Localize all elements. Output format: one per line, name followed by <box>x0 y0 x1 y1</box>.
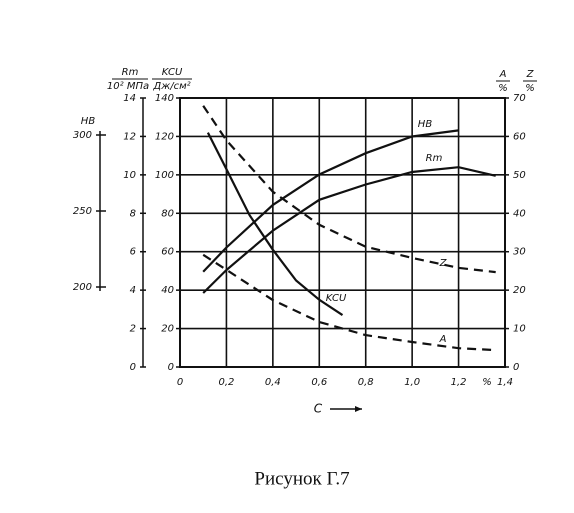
y-tick-label: 6 <box>130 247 136 258</box>
series-line <box>202 129 459 273</box>
series-line <box>202 166 496 294</box>
y-tick-label: 60 <box>161 247 174 258</box>
y-tick-label: 70 <box>513 93 526 104</box>
y-tick-label: 0 <box>513 362 519 373</box>
series-label: Z <box>439 258 448 269</box>
series-label: HB <box>418 119 433 130</box>
x-unit: % <box>482 377 492 388</box>
y-tick-label: 20 <box>161 324 174 335</box>
axis-unit: % <box>525 83 535 94</box>
y-tick-label: 120 <box>155 131 174 142</box>
axis-unit: % <box>498 83 508 94</box>
arrow-head <box>355 406 362 412</box>
x-tick-label: 0,2 <box>218 377 234 388</box>
y-tick-label: 4 <box>130 285 136 296</box>
y-tick-label: 140 <box>155 93 174 104</box>
y-tick-label: 40 <box>513 208 526 219</box>
axis-unit: Дж/см² <box>152 81 190 92</box>
y-tick-label: 20 <box>513 285 526 296</box>
axis-unit: 10² МПа <box>107 81 149 92</box>
x-tick-label: 0,6 <box>311 377 327 388</box>
series-label: KCU <box>326 293 347 304</box>
y-tick-label: 12 <box>123 131 136 142</box>
series-label: Rm <box>426 153 443 164</box>
axis-title: Z <box>526 69 535 80</box>
y-tick-label: 250 <box>73 206 92 217</box>
y-tick-label: 14 <box>123 93 136 104</box>
axis-title: KCU <box>162 67 183 78</box>
y-tick-label: 50 <box>513 170 526 181</box>
axis-title: Rm <box>122 67 139 78</box>
x-tick-label: 0,8 <box>358 377 374 388</box>
axis-title: A <box>499 69 507 80</box>
y-tick-label: 0 <box>168 362 174 373</box>
plot-frame <box>179 97 506 368</box>
y-tick-label: 10 <box>123 170 136 181</box>
caption: Рисунок Г.7 <box>254 468 349 489</box>
x-tick-label: 0 <box>177 377 183 388</box>
y-tick-label: 0 <box>130 362 136 373</box>
y-tick-label: 60 <box>513 131 526 142</box>
y-tick-label: 30 <box>513 247 526 258</box>
x-axis-label: C <box>314 402 323 416</box>
series-label: A <box>439 334 447 345</box>
y-tick-label: 40 <box>161 285 174 296</box>
x-tick-label: 1,2 <box>451 377 467 388</box>
x-tick-label: 1,4 <box>497 377 513 388</box>
y-tick-label: 300 <box>73 130 92 141</box>
y-tick-label: 2 <box>130 324 136 335</box>
y-tick-label: 200 <box>73 282 92 293</box>
x-tick-label: 0,4 <box>265 377 281 388</box>
series-line <box>202 253 496 352</box>
y-tick-label: 8 <box>130 208 136 219</box>
y-tick-label: 80 <box>161 208 174 219</box>
x-tick-label: 1,0 <box>404 377 420 388</box>
series-line <box>202 105 496 274</box>
y-tick-label: 100 <box>155 170 174 181</box>
series-line <box>206 132 344 317</box>
axis-title: HB <box>81 116 96 127</box>
y-tick-label: 10 <box>513 324 526 335</box>
